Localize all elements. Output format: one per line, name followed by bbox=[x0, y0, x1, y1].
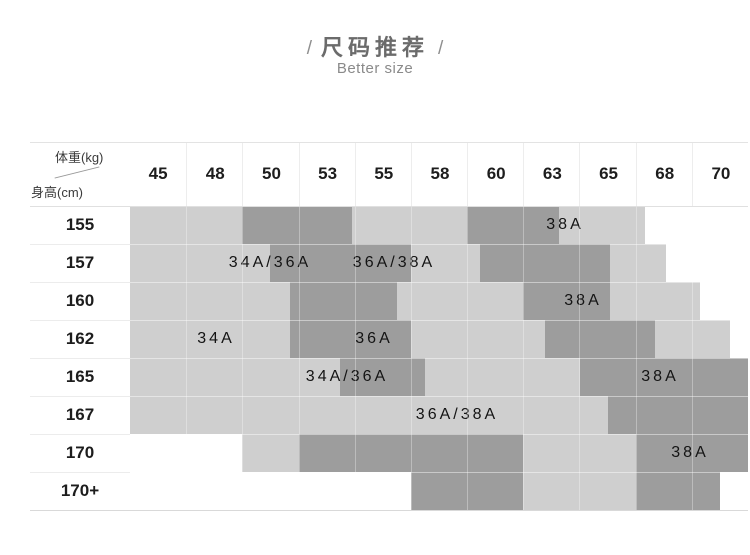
size-band-160-W bbox=[700, 282, 748, 320]
size-band-157-L bbox=[411, 244, 480, 282]
header-bottom-border bbox=[30, 206, 748, 207]
table-corner-cell: 体重(kg) 身高(cm) bbox=[30, 142, 130, 206]
col-header-50: 50 bbox=[242, 142, 299, 206]
size-band-170-D bbox=[299, 434, 523, 472]
row-label-155: 155 bbox=[30, 206, 130, 245]
column-separator bbox=[691, 206, 693, 510]
size-band-170-L bbox=[523, 434, 636, 472]
column-separator bbox=[298, 206, 300, 510]
size-band-160-L bbox=[130, 282, 290, 320]
height-axis-label: 身高(cm) bbox=[31, 185, 83, 200]
size-band-165-L bbox=[130, 358, 340, 396]
size-band-157-W bbox=[666, 244, 748, 282]
column-separator bbox=[354, 206, 356, 510]
row-label-160: 160 bbox=[30, 282, 130, 321]
col-header-58: 58 bbox=[410, 142, 468, 206]
size-label-38A: 38A bbox=[564, 292, 602, 309]
size-band-165-D bbox=[580, 358, 748, 396]
size-band-157-D bbox=[270, 244, 411, 282]
row-label-157: 157 bbox=[30, 244, 130, 283]
size-label-38A: 38A bbox=[671, 444, 709, 461]
row-separator bbox=[130, 472, 748, 473]
col-header-48: 48 bbox=[186, 142, 243, 206]
size-band-167-L bbox=[130, 396, 608, 434]
size-band-155-D bbox=[242, 206, 352, 244]
size-band-157-L bbox=[130, 244, 270, 282]
title-slash-left: / bbox=[306, 38, 312, 59]
weight-axis-label: 体重(kg) bbox=[55, 150, 104, 165]
size-band-170+-W bbox=[130, 472, 411, 510]
col-header-65: 65 bbox=[579, 142, 636, 206]
size-band-162-D bbox=[545, 320, 655, 358]
size-band-162-D bbox=[290, 320, 411, 358]
size-band-155-D bbox=[467, 206, 559, 244]
row-separator bbox=[130, 244, 748, 245]
size-band-170-D bbox=[636, 434, 748, 472]
size-band-160-D bbox=[523, 282, 610, 320]
title-text: 尺码推荐 bbox=[320, 35, 429, 60]
column-separator bbox=[579, 206, 581, 510]
size-label-38A: 38A bbox=[641, 368, 679, 385]
row-label-170: 170 bbox=[30, 434, 130, 473]
col-header-53: 53 bbox=[298, 142, 356, 206]
page-title: / 尺码推荐 / bbox=[0, 30, 750, 62]
row-label-170+: 170+ bbox=[30, 472, 130, 511]
row-label-162: 162 bbox=[30, 320, 130, 359]
size-label-36A: 36A bbox=[355, 330, 393, 347]
row-separator bbox=[130, 396, 748, 397]
size-band-160-L bbox=[610, 282, 700, 320]
size-band-162-W bbox=[730, 320, 748, 358]
table-top-border bbox=[30, 142, 748, 143]
size-label-34A-36A: 34A/36A bbox=[305, 368, 389, 385]
size-band-165-D bbox=[340, 358, 425, 396]
column-separator bbox=[186, 206, 188, 510]
row-separator bbox=[130, 282, 748, 283]
size-band-170-W bbox=[130, 434, 242, 472]
size-band-170-L bbox=[242, 434, 299, 472]
size-band-167-D bbox=[608, 396, 748, 434]
column-separator bbox=[523, 206, 525, 510]
size-label-38A: 38A bbox=[546, 216, 584, 233]
size-band-170+-D bbox=[636, 472, 720, 510]
col-header-70: 70 bbox=[691, 142, 749, 206]
col-header-55: 55 bbox=[354, 142, 412, 206]
size-band-155-L bbox=[130, 206, 242, 244]
size-band-160-D bbox=[290, 282, 397, 320]
size-band-162-L bbox=[411, 320, 545, 358]
row-separator bbox=[130, 358, 748, 359]
corner-diagonal-line bbox=[54, 166, 100, 179]
size-band-170+-W bbox=[720, 472, 748, 510]
page-subtitle: Better size bbox=[336, 60, 414, 77]
row-label-167: 167 bbox=[30, 396, 130, 435]
size-band-157-D bbox=[480, 244, 610, 282]
column-separator bbox=[242, 206, 244, 510]
size-band-165-L bbox=[425, 358, 580, 396]
size-band-155-W bbox=[645, 206, 748, 244]
row-separator bbox=[130, 434, 748, 435]
size-band-157-L bbox=[610, 244, 666, 282]
col-header-63: 63 bbox=[523, 142, 580, 206]
size-band-170+-D bbox=[411, 472, 523, 510]
size-band-162-L bbox=[655, 320, 730, 358]
column-separator bbox=[410, 206, 412, 510]
size-band-160-L bbox=[397, 282, 523, 320]
size-label-36A-38A: 36A/38A bbox=[415, 406, 499, 423]
row-label-165: 165 bbox=[30, 358, 130, 397]
size-band-155-L bbox=[352, 206, 467, 244]
size-band-162-L bbox=[130, 320, 290, 358]
col-header-68: 68 bbox=[635, 142, 693, 206]
size-band-170+-L bbox=[523, 472, 636, 510]
title-slash-right: / bbox=[438, 38, 444, 59]
column-separator bbox=[635, 206, 637, 510]
col-header-45: 45 bbox=[148, 164, 168, 183]
size-label-36A-38A: 36A/38A bbox=[352, 254, 436, 271]
table-bottom-border bbox=[30, 510, 748, 511]
column-separator bbox=[467, 206, 469, 510]
size-label-34A: 34A bbox=[197, 330, 235, 347]
row-separator bbox=[130, 320, 748, 321]
col-header-60: 60 bbox=[467, 142, 524, 206]
size-band-155-L bbox=[559, 206, 645, 244]
size-label-34A-36A: 34A/36A bbox=[228, 254, 312, 271]
